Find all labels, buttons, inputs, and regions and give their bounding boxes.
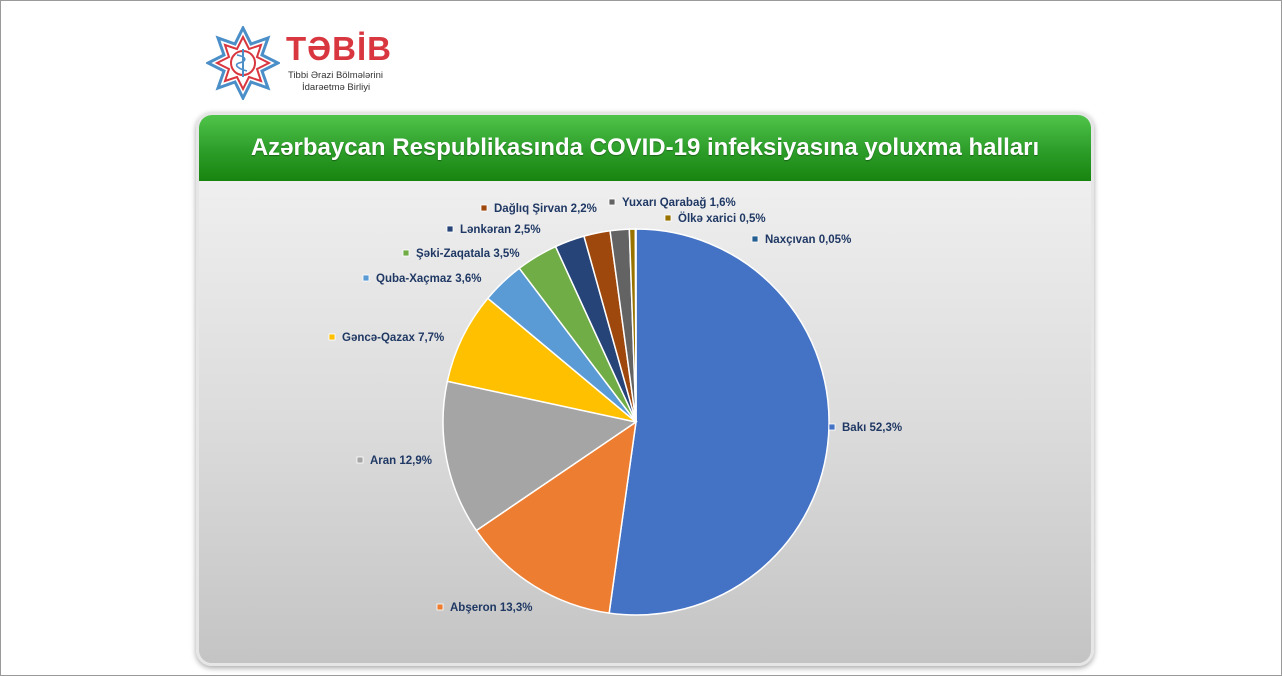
slice-data-label: Quba-Xaçmaz 3,6%: [376, 273, 481, 285]
slice-data-label: Abşeron 13,3%: [450, 602, 532, 614]
logo-subtitle: Tibbi Ərazi Bölmələrini İdarəetmə Birliy…: [288, 70, 408, 94]
pie-chart: Bakı 52,3% Abşeron 13,3% Aran 12,9% Gəncə-Q…: [328, 197, 902, 616]
slice-data-label: Bakı 52,3%: [842, 422, 902, 434]
legend-swatch: [480, 204, 488, 212]
slice-data-label: Ölkə xarici 0,5%: [678, 212, 766, 225]
legend-swatch: [328, 333, 336, 341]
chart-title: Azərbaycan Respublikasında COVID-19 infe…: [199, 115, 1091, 181]
slice-data-label: Gəncə-Qazax 7,7%: [342, 332, 444, 344]
legend-swatch: [402, 249, 410, 257]
legend-swatch: [828, 423, 836, 431]
pie-slice-bakı: [608, 228, 830, 616]
tabib-logo: TƏBİB Tibbi Ərazi Bölmələrini İdarəetmə …: [206, 26, 406, 100]
slice-data-label: Aran 12,9%: [370, 455, 432, 467]
slice-data-label: Lənkəran 2,5%: [460, 224, 541, 236]
legend-swatch: [362, 274, 370, 282]
slice-data-label: Şəki-Zaqatala 3,5%: [416, 248, 520, 260]
chart-card: Azərbaycan Respublikasında COVID-19 infe…: [196, 112, 1094, 666]
legend-swatch: [436, 603, 444, 611]
logo-wordmark: TƏBİB: [286, 30, 392, 67]
logo-subtitle-line2: İdarəetmə Birliyi: [302, 82, 371, 93]
pie-slice-naxçıvan: [634, 228, 637, 423]
logo-subtitle-line1: Tibbi Ərazi Bölmələrini: [288, 70, 383, 81]
tabib-emblem-icon: [206, 26, 280, 100]
slice-data-label: Dağlıq Şirvan 2,2%: [494, 203, 597, 215]
slice-data-label: Yuxarı Qarabağ 1,6%: [622, 197, 736, 209]
pie-slice-aran: [442, 380, 638, 532]
pie-slice-abşeron: [475, 420, 637, 614]
slice-data-label: Naxçıvan 0,05%: [765, 234, 851, 246]
legend-swatch: [356, 456, 364, 464]
legend-swatch: [664, 214, 672, 222]
legend-swatch: [751, 235, 759, 243]
legend-swatch: [608, 198, 616, 206]
pie-slice-gəncə-qazax: [446, 297, 637, 423]
legend-swatch: [446, 225, 454, 233]
